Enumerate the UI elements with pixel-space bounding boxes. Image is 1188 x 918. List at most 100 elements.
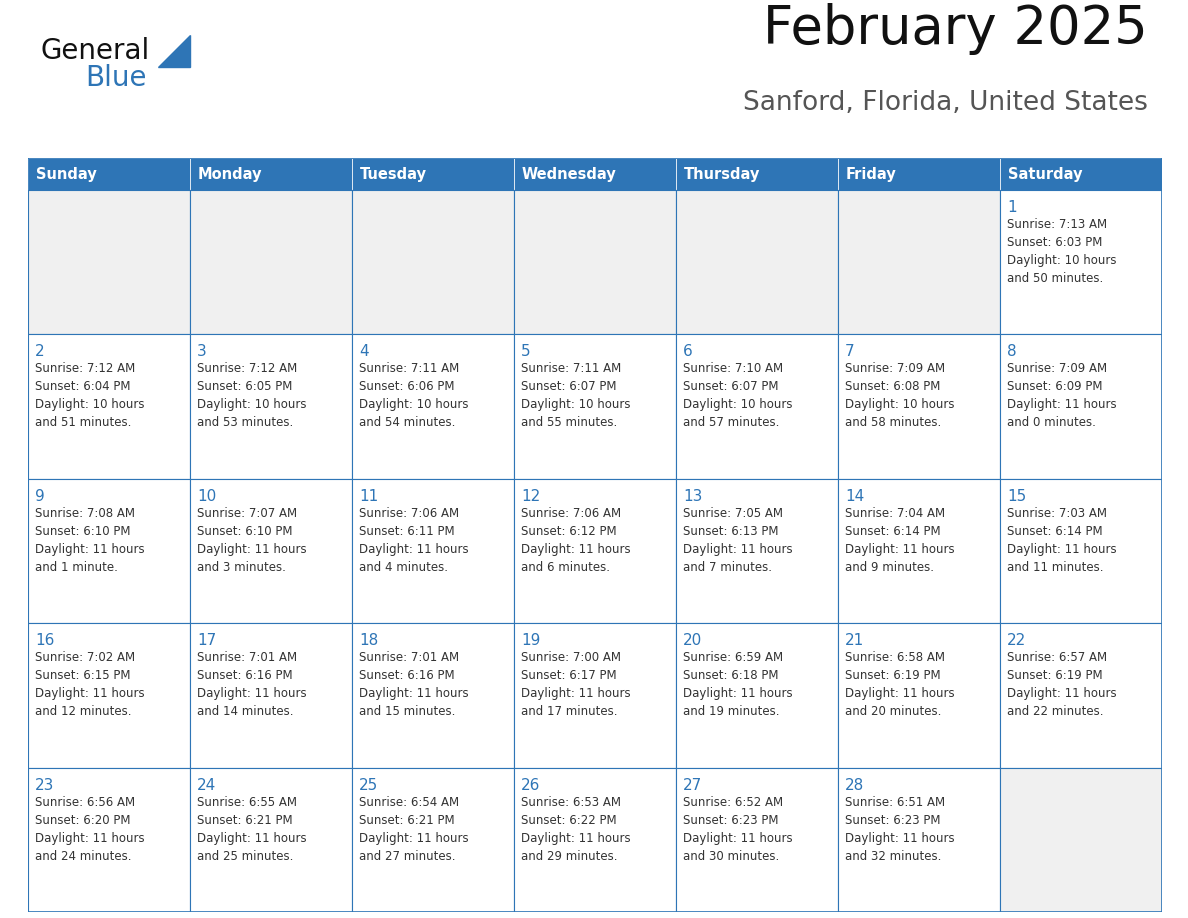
Bar [838, 334, 1000, 479]
Text: Daylight: 10 hours: Daylight: 10 hours [522, 398, 631, 411]
Text: Sunset: 6:22 PM: Sunset: 6:22 PM [522, 813, 617, 826]
Text: Sunrise: 7:01 AM: Sunrise: 7:01 AM [197, 651, 297, 665]
Bar [1000, 623, 1162, 767]
Text: Sunday: Sunday [36, 166, 96, 182]
Text: Friday: Friday [846, 166, 897, 182]
Text: 19: 19 [522, 633, 541, 648]
Text: Sunrise: 7:07 AM: Sunrise: 7:07 AM [197, 507, 297, 520]
Polygon shape [158, 35, 190, 67]
Text: Daylight: 11 hours: Daylight: 11 hours [34, 543, 145, 555]
Text: and 7 minutes.: and 7 minutes. [683, 561, 772, 574]
Text: Daylight: 11 hours: Daylight: 11 hours [522, 832, 631, 845]
Text: and 14 minutes.: and 14 minutes. [197, 705, 293, 718]
Text: Sunset: 6:21 PM: Sunset: 6:21 PM [197, 813, 292, 826]
Bar [1000, 334, 1162, 479]
Bar [190, 158, 352, 190]
Bar [29, 479, 190, 623]
Text: Daylight: 11 hours: Daylight: 11 hours [359, 688, 468, 700]
Text: Sunrise: 7:08 AM: Sunrise: 7:08 AM [34, 507, 135, 520]
Text: 9: 9 [34, 488, 45, 504]
Text: Sunset: 6:13 PM: Sunset: 6:13 PM [683, 525, 778, 538]
Bar [190, 623, 352, 767]
Text: Sunset: 6:14 PM: Sunset: 6:14 PM [845, 525, 941, 538]
Text: Sunset: 6:16 PM: Sunset: 6:16 PM [359, 669, 455, 682]
Text: 15: 15 [1007, 488, 1026, 504]
Text: Daylight: 10 hours: Daylight: 10 hours [197, 398, 307, 411]
Text: Sunset: 6:23 PM: Sunset: 6:23 PM [845, 813, 941, 826]
Bar [1000, 479, 1162, 623]
Bar [352, 623, 514, 767]
Text: and 3 minutes.: and 3 minutes. [197, 561, 286, 574]
Text: and 12 minutes.: and 12 minutes. [34, 705, 132, 718]
Text: February 2025: February 2025 [764, 3, 1148, 55]
Text: 25: 25 [359, 778, 378, 792]
Bar [676, 190, 838, 334]
Bar [514, 190, 676, 334]
Text: 17: 17 [197, 633, 216, 648]
Text: and 9 minutes.: and 9 minutes. [845, 561, 934, 574]
Text: Tuesday: Tuesday [360, 166, 426, 182]
Text: Daylight: 11 hours: Daylight: 11 hours [197, 832, 307, 845]
Text: 18: 18 [359, 633, 378, 648]
Text: Sunset: 6:05 PM: Sunset: 6:05 PM [197, 380, 292, 394]
Text: Daylight: 10 hours: Daylight: 10 hours [683, 398, 792, 411]
Text: Sunrise: 7:06 AM: Sunrise: 7:06 AM [522, 507, 621, 520]
Text: and 6 minutes.: and 6 minutes. [522, 561, 609, 574]
Text: Thursday: Thursday [684, 166, 760, 182]
Bar [190, 479, 352, 623]
Bar [29, 623, 190, 767]
Bar [190, 190, 352, 334]
Text: 8: 8 [1007, 344, 1017, 360]
Text: General: General [40, 37, 150, 65]
Text: 13: 13 [683, 488, 702, 504]
Text: Sunset: 6:18 PM: Sunset: 6:18 PM [683, 669, 778, 682]
Bar [29, 158, 190, 190]
Text: Sunset: 6:07 PM: Sunset: 6:07 PM [683, 380, 778, 394]
Text: Sunrise: 6:56 AM: Sunrise: 6:56 AM [34, 796, 135, 809]
Text: Sunset: 6:15 PM: Sunset: 6:15 PM [34, 669, 131, 682]
Text: Sunset: 6:04 PM: Sunset: 6:04 PM [34, 380, 131, 394]
Text: Sunset: 6:12 PM: Sunset: 6:12 PM [522, 525, 617, 538]
Text: Sunrise: 6:53 AM: Sunrise: 6:53 AM [522, 796, 621, 809]
Text: Daylight: 11 hours: Daylight: 11 hours [34, 688, 145, 700]
Text: Sunrise: 7:10 AM: Sunrise: 7:10 AM [683, 363, 783, 375]
Text: Daylight: 11 hours: Daylight: 11 hours [683, 688, 792, 700]
Text: Sunrise: 6:51 AM: Sunrise: 6:51 AM [845, 796, 946, 809]
Text: and 50 minutes.: and 50 minutes. [1007, 272, 1104, 285]
Text: 21: 21 [845, 633, 864, 648]
Text: and 55 minutes.: and 55 minutes. [522, 417, 618, 430]
Text: Sunset: 6:09 PM: Sunset: 6:09 PM [1007, 380, 1102, 394]
Text: Sunset: 6:10 PM: Sunset: 6:10 PM [197, 525, 292, 538]
Text: Sunrise: 7:11 AM: Sunrise: 7:11 AM [522, 363, 621, 375]
Text: and 27 minutes.: and 27 minutes. [359, 849, 455, 863]
Text: Sunset: 6:14 PM: Sunset: 6:14 PM [1007, 525, 1102, 538]
Text: Daylight: 11 hours: Daylight: 11 hours [522, 543, 631, 555]
Text: and 0 minutes.: and 0 minutes. [1007, 417, 1095, 430]
Text: Sunset: 6:21 PM: Sunset: 6:21 PM [359, 813, 455, 826]
Text: 26: 26 [522, 778, 541, 792]
Text: Sunrise: 6:55 AM: Sunrise: 6:55 AM [197, 796, 297, 809]
Bar [676, 334, 838, 479]
Text: 27: 27 [683, 778, 702, 792]
Text: 23: 23 [34, 778, 55, 792]
Bar [190, 767, 352, 912]
Bar [514, 334, 676, 479]
Text: Sunrise: 6:58 AM: Sunrise: 6:58 AM [845, 651, 944, 665]
Bar [676, 767, 838, 912]
Text: and 1 minute.: and 1 minute. [34, 561, 118, 574]
Text: 20: 20 [683, 633, 702, 648]
Bar [1000, 158, 1162, 190]
Text: Sunrise: 6:57 AM: Sunrise: 6:57 AM [1007, 651, 1107, 665]
Text: Wednesday: Wednesday [522, 166, 617, 182]
Text: Daylight: 10 hours: Daylight: 10 hours [359, 398, 468, 411]
Text: and 54 minutes.: and 54 minutes. [359, 417, 455, 430]
Text: Sunset: 6:19 PM: Sunset: 6:19 PM [1007, 669, 1102, 682]
Text: Daylight: 11 hours: Daylight: 11 hours [359, 832, 468, 845]
Text: and 15 minutes.: and 15 minutes. [359, 705, 455, 718]
Text: Sunrise: 7:13 AM: Sunrise: 7:13 AM [1007, 218, 1107, 231]
Text: 6: 6 [683, 344, 693, 360]
Text: Sunrise: 7:09 AM: Sunrise: 7:09 AM [845, 363, 946, 375]
Text: Sunset: 6:07 PM: Sunset: 6:07 PM [522, 380, 617, 394]
Text: Sunset: 6:17 PM: Sunset: 6:17 PM [522, 669, 617, 682]
Text: 28: 28 [845, 778, 864, 792]
